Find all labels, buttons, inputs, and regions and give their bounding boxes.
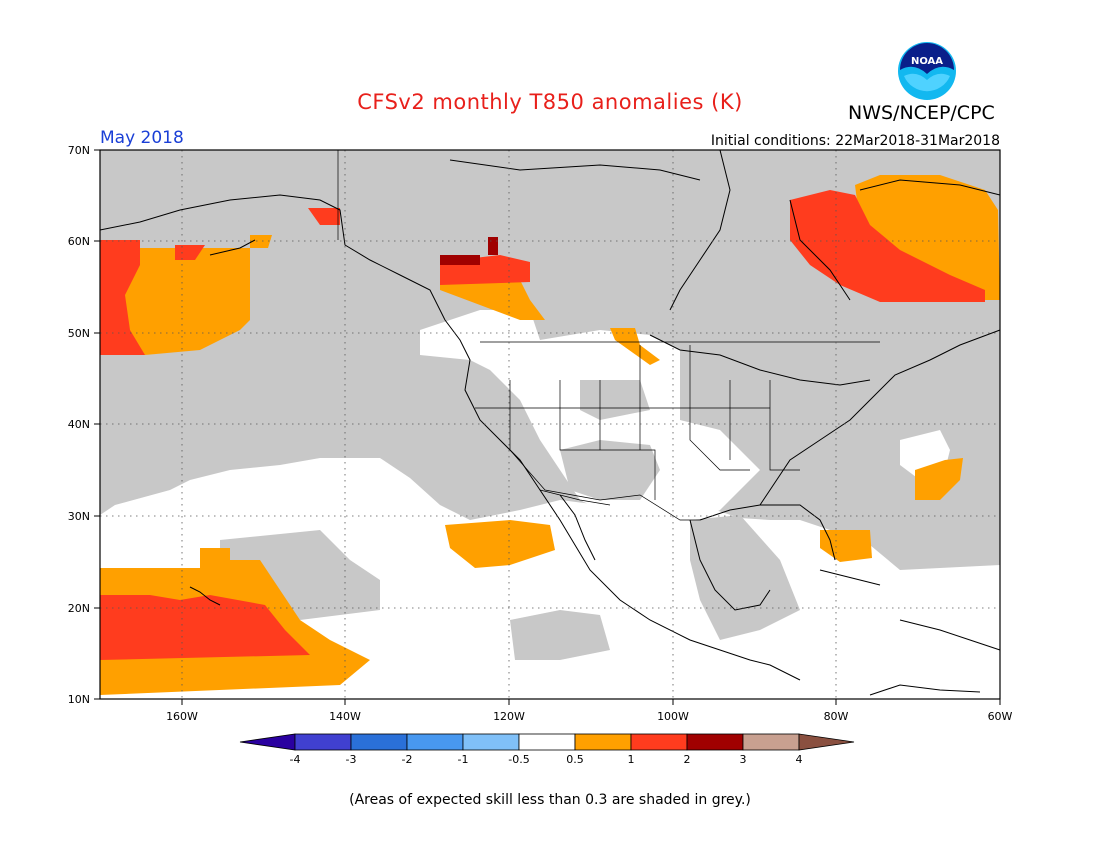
legend-tick-label: 2: [684, 753, 691, 766]
lon-label-100w: 100W: [657, 710, 689, 723]
lat-label-10n: 10N: [68, 693, 90, 706]
legend-tick-label: 0.5: [566, 753, 584, 766]
lon-label-80w: 80W: [824, 710, 849, 723]
legend-tick-label: -4: [290, 753, 301, 766]
initial-conditions: Initial conditions: 22Mar2018-31Mar2018: [710, 133, 1000, 149]
anomaly-1-2K: [100, 190, 985, 660]
legend-tick-label: -3: [346, 753, 357, 766]
axis-ticks: [94, 149, 1001, 705]
agency-label: NWS/NCEP/CPC: [848, 102, 995, 124]
lon-label-140w: 140W: [329, 710, 361, 723]
lon-label-120w: 120W: [493, 710, 525, 723]
lat-label-50n: 50N: [68, 327, 90, 340]
lat-label-40n: 40N: [68, 418, 90, 431]
legend-tick-label: 4: [796, 753, 803, 766]
lon-label-60w: 60W: [988, 710, 1013, 723]
lat-label-20n: 20N: [68, 602, 90, 615]
anomaly-map: 70N 60N 50N 40N 30N 20N 10N 160W 140W 12…: [68, 144, 1013, 723]
skill-footnote: (Areas of expected skill less than 0.3 a…: [349, 792, 751, 808]
legend-tick-label: 3: [740, 753, 747, 766]
noaa-logo-icon: NOAA: [898, 42, 956, 100]
anomaly-2-3K: [440, 237, 498, 265]
legend-tick-label: 1: [628, 753, 635, 766]
lat-label-70n: 70N: [68, 144, 90, 157]
coastlines: [99, 149, 1001, 696]
legend-tick-label: -0.5: [508, 753, 529, 766]
noaa-logo-text: NOAA: [911, 56, 943, 67]
forecast-month: May 2018: [100, 128, 184, 148]
chart-title: CFSv2 monthly T850 anomalies (K): [357, 90, 743, 114]
political-boundaries: [337, 150, 880, 521]
graticule: [100, 150, 1000, 699]
lon-label-160w: 160W: [166, 710, 198, 723]
legend-tick-label: -2: [402, 753, 413, 766]
lat-label-30n: 30N: [68, 510, 90, 523]
legend-tick-label: -1: [458, 753, 469, 766]
lat-label-60n: 60N: [68, 235, 90, 248]
